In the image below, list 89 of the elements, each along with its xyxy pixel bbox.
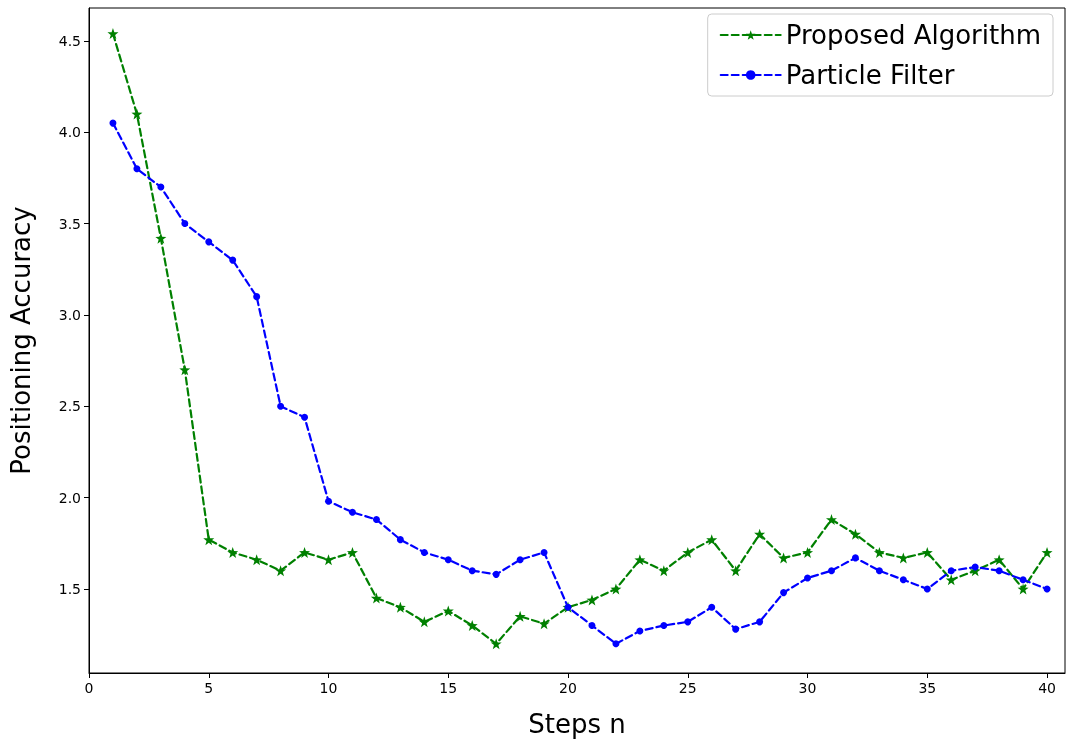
point — [227, 546, 239, 558]
point — [971, 563, 979, 571]
point — [420, 548, 428, 556]
point — [825, 514, 837, 526]
point — [394, 601, 406, 613]
point — [301, 413, 309, 421]
point — [993, 554, 1005, 566]
point — [538, 618, 550, 630]
point — [107, 28, 119, 40]
x-axis-title: Steps n — [528, 709, 626, 739]
point — [251, 554, 263, 566]
point — [947, 567, 955, 575]
point — [873, 546, 885, 558]
point — [612, 640, 620, 648]
point — [802, 546, 814, 558]
point — [780, 589, 788, 597]
y-tick-label: 3.0 — [58, 306, 81, 323]
point — [346, 546, 358, 558]
x-tick-label: 15 — [439, 680, 458, 696]
y-axis-title: Positioning Accuracy — [6, 206, 36, 475]
point — [730, 565, 742, 577]
point — [442, 605, 454, 617]
point — [827, 567, 835, 575]
point — [732, 625, 740, 633]
x-tick-label: 30 — [798, 680, 817, 696]
point — [754, 528, 766, 540]
point — [490, 638, 502, 650]
point — [706, 534, 718, 546]
point — [418, 616, 430, 628]
point — [658, 565, 670, 577]
point — [995, 567, 1003, 575]
point — [155, 232, 167, 244]
point — [179, 364, 191, 376]
point — [468, 567, 476, 575]
point — [634, 554, 646, 566]
y-tick-label: 4.5 — [58, 32, 81, 49]
point — [205, 238, 213, 246]
point — [660, 622, 668, 629]
point — [348, 508, 356, 516]
point — [444, 556, 452, 564]
x-tick-label: 25 — [678, 680, 697, 696]
point — [203, 534, 215, 546]
point — [899, 576, 907, 584]
point — [1041, 546, 1053, 558]
point — [275, 565, 287, 577]
x-tick-label: 40 — [1038, 680, 1056, 696]
point — [684, 618, 692, 626]
x-tick-label: 0 — [84, 680, 94, 696]
point — [253, 293, 261, 301]
point — [325, 497, 333, 505]
point — [849, 528, 861, 540]
point — [921, 546, 933, 558]
point — [636, 627, 644, 635]
point — [372, 516, 380, 524]
point — [945, 574, 957, 586]
point — [181, 220, 189, 228]
point — [851, 554, 859, 562]
point — [466, 620, 478, 631]
legend-label: Proposed Algorithm — [785, 20, 1042, 50]
point — [756, 618, 764, 626]
y-tick-label: 3.5 — [58, 215, 81, 232]
point — [492, 570, 500, 578]
point — [804, 574, 812, 582]
point — [540, 548, 548, 556]
point — [923, 585, 931, 593]
point — [875, 567, 883, 575]
point — [299, 546, 311, 558]
point — [396, 536, 404, 544]
x-tick-label: 20 — [559, 680, 577, 696]
y-tick-label: 1.5 — [58, 580, 81, 597]
point — [157, 183, 165, 191]
point — [1019, 576, 1027, 584]
x-tick-label: 10 — [319, 680, 338, 696]
x-tick-label: 5 — [204, 680, 214, 696]
point — [682, 546, 694, 558]
y-tick-label: 2.0 — [58, 489, 81, 506]
legend-label: Particle Filter — [785, 60, 955, 90]
point — [323, 554, 335, 566]
point — [277, 402, 285, 410]
point — [370, 592, 382, 604]
point — [588, 622, 596, 629]
point — [708, 603, 716, 611]
y-tick-label: 2.5 — [58, 398, 81, 415]
point — [516, 556, 524, 564]
point — [229, 256, 237, 264]
x-tick-label: 35 — [918, 680, 937, 696]
point — [514, 610, 526, 622]
y-tick-label: 4.0 — [58, 124, 81, 141]
point — [133, 165, 141, 173]
